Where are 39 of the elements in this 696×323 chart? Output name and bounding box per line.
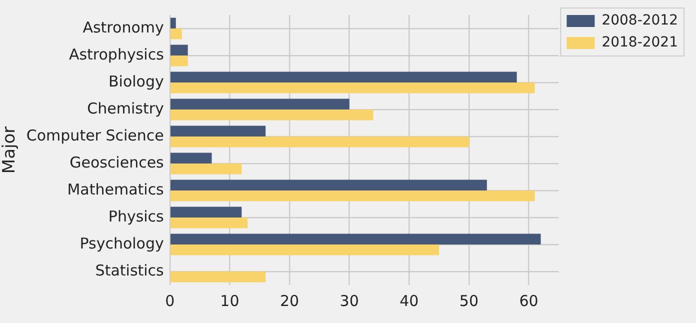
y-tick-label: Geosciences	[70, 153, 164, 172]
bar	[170, 244, 440, 256]
x-tick-label: 20	[280, 292, 300, 310]
bar	[170, 44, 188, 56]
x-tick-label: 0	[165, 292, 175, 310]
x-tick-label: 30	[340, 292, 359, 310]
x-tick-label: 60	[519, 292, 538, 310]
bar	[170, 110, 374, 120]
bar	[170, 28, 182, 40]
y-tick-label: Statistics	[95, 261, 164, 280]
bar	[170, 18, 176, 28]
x-tick-label: 10	[220, 292, 240, 310]
bar	[170, 152, 212, 164]
y-tick-label: Physics	[108, 207, 164, 226]
bar	[170, 272, 266, 282]
y-tick-label: Chemistry	[87, 99, 164, 118]
legend-label: 2018-2021	[602, 34, 678, 51]
bar	[170, 72, 517, 82]
y-tick-label: Computer Science	[26, 126, 164, 144]
bar	[170, 218, 248, 228]
bar	[170, 56, 188, 66]
y-axis-title: Major	[0, 126, 20, 174]
x-tick-label: 40	[400, 292, 419, 310]
legend-label: 2008-2012	[602, 12, 678, 29]
bar	[170, 126, 266, 136]
y-tick-label: Astronomy	[82, 18, 164, 36]
x-tick-label: 50	[459, 292, 479, 310]
bar	[170, 234, 541, 244]
y-tick-label: Mathematics	[67, 180, 164, 198]
bar	[170, 190, 535, 202]
y-tick-label: Psychology	[80, 234, 164, 252]
bar	[170, 180, 487, 190]
bar	[170, 164, 242, 174]
y-tick-label: Biology	[108, 72, 164, 90]
bar	[170, 82, 535, 94]
bar	[170, 98, 350, 110]
y-tick-label: Astrophysics	[68, 45, 164, 64]
bar	[170, 136, 469, 148]
bar	[170, 206, 242, 218]
